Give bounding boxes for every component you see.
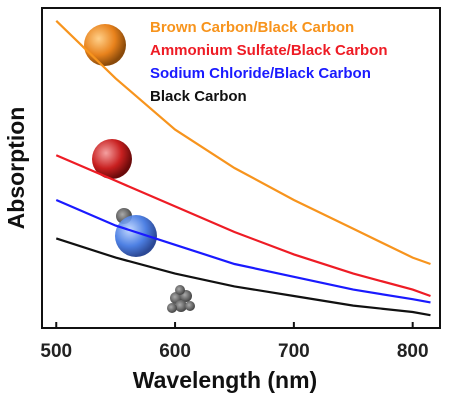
plot-frame [41, 7, 441, 329]
x-axis-label: Wavelength (nm) [133, 367, 317, 393]
legend-entry: Black Carbon [150, 88, 247, 105]
particle-icons [84, 24, 195, 313]
sulfate-particle [92, 139, 132, 179]
nacl-particle [115, 215, 157, 257]
bc-aggregate [167, 285, 195, 313]
x-tick-label: 700 [278, 341, 310, 362]
legend-entry: Ammonium Sulfate/Black Carbon [150, 42, 388, 59]
series-line [55, 20, 431, 266]
x-tick-label: 800 [397, 341, 429, 362]
series-line [55, 237, 431, 317]
legend-entry: Brown Carbon/Black Carbon [150, 19, 354, 36]
brown-carbon-particle [84, 24, 126, 66]
series-line [55, 198, 431, 304]
series-line [55, 154, 431, 298]
y-axis-label: Absorption [3, 107, 29, 230]
legend-entry: Sodium Chloride/Black Carbon [150, 65, 371, 82]
x-tick-label: 600 [159, 341, 191, 362]
x-tick-label: 500 [40, 341, 72, 362]
